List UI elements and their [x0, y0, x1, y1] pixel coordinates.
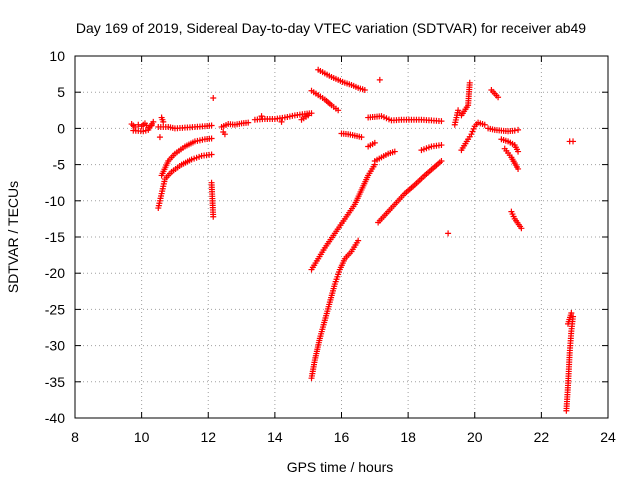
x-tick-label: 10 — [134, 429, 150, 445]
x-tick-label: 8 — [71, 429, 79, 445]
x-tick-label: 20 — [467, 429, 483, 445]
data-point-arc-20-21 — [495, 94, 502, 101]
data-point-arc-21-drop — [515, 148, 522, 155]
data-point-rising-arc-upper — [208, 135, 215, 142]
data-point-rising-arc-lower — [208, 151, 215, 158]
data-point-scatter-19-20 — [469, 128, 476, 135]
data-point-arc-near-zero-1315 — [308, 110, 315, 117]
data-point-arc-near-zero-mid — [156, 134, 163, 141]
data-point-scatter-19-20 — [468, 131, 475, 138]
x-axis-ticks: 8 10 12 14 16 18 20 22 24 — [71, 56, 616, 445]
y-tick-label: -10 — [45, 193, 65, 209]
data-point-arc-152-17-top — [361, 87, 368, 94]
data-point-arc-near-zero-1214 — [221, 131, 228, 138]
chart-title: Day 169 of 2019, Sidereal Day-to-day VTE… — [76, 20, 586, 36]
y-tick-label: -40 — [45, 410, 65, 426]
y-tick-label: -15 — [45, 229, 65, 245]
x-axis-label: GPS time / hours — [287, 459, 394, 475]
y-tick-label: 10 — [49, 48, 65, 64]
data-point-arc-20-21 — [511, 127, 518, 134]
data-point-arc-18-19-neg — [391, 148, 398, 155]
data-point-scatter-12h — [210, 213, 217, 220]
data-point-arc-near-zero-early — [131, 123, 138, 130]
data-point-scatter-19-20 — [445, 230, 452, 237]
data-point-arc-near-zero-mid — [160, 118, 167, 125]
data-point-arc-near-zero-1315 — [258, 113, 265, 120]
data-point-arc-near-zero-1214 — [245, 119, 252, 126]
data-points — [128, 66, 577, 414]
data-point-steep-drop-22 — [568, 310, 575, 317]
data-point-scatter-12h — [210, 94, 217, 101]
y-tick-label: -25 — [45, 301, 65, 317]
data-point-rising-arc-17-19 — [438, 157, 445, 164]
data-point-arc-17-19-flat — [376, 76, 383, 83]
data-point-arc-near-zero-1315 — [278, 118, 285, 125]
y-tick-label: -20 — [45, 265, 65, 281]
data-point-scatter-19-20 — [470, 125, 477, 132]
x-tick-label: 12 — [200, 429, 216, 445]
data-point-arc-near-zero-early — [150, 118, 157, 125]
x-tick-label: 24 — [600, 429, 616, 445]
data-point-arc-15-16-upper — [335, 107, 342, 114]
y-tick-label: 0 — [57, 120, 65, 136]
x-tick-label: 18 — [400, 429, 416, 445]
data-point-arc-17-19-flat — [438, 118, 445, 125]
data-point-arc-near-zero-1315 — [305, 112, 312, 119]
y-tick-label: -35 — [45, 374, 65, 390]
data-point-steep-drop-15 — [355, 237, 362, 244]
x-tick-label: 16 — [334, 429, 350, 445]
data-point-scatter-19-20 — [466, 79, 473, 86]
data-point-arc-18-19-neg — [438, 142, 445, 149]
data-point-arc-21-drop — [515, 165, 522, 172]
data-point-arc-near-zero-mid — [208, 122, 215, 129]
data-point-arc-18-19-neg — [371, 139, 378, 146]
data-point-arc-21-drop — [518, 225, 525, 232]
data-point-scatter-19-20 — [481, 121, 488, 128]
x-tick-label: 14 — [267, 429, 283, 445]
data-point-steep-drop-22 — [570, 138, 577, 145]
data-point-arc-20-21 — [515, 126, 522, 133]
y-tick-label: 5 — [57, 84, 65, 100]
y-tick-label: -30 — [45, 338, 65, 354]
x-tick-label: 22 — [534, 429, 550, 445]
y-tick-label: -5 — [53, 157, 66, 173]
y-axis-label: SDTVAR / TECUs — [5, 181, 21, 293]
data-point-neg-arc-16 — [358, 134, 365, 141]
y-axis-ticks: -40 -35 -30 -25 -20 -15 -10 -5 0 5 10 — [45, 48, 608, 426]
